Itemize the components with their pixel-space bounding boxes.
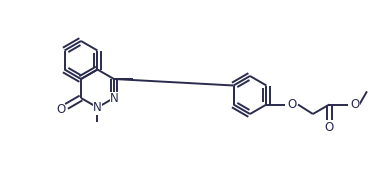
Text: O: O bbox=[351, 98, 360, 111]
Text: N: N bbox=[93, 101, 102, 114]
Text: O: O bbox=[325, 121, 334, 134]
Text: O: O bbox=[56, 103, 65, 116]
Text: O: O bbox=[288, 98, 297, 111]
Text: N: N bbox=[109, 92, 118, 105]
